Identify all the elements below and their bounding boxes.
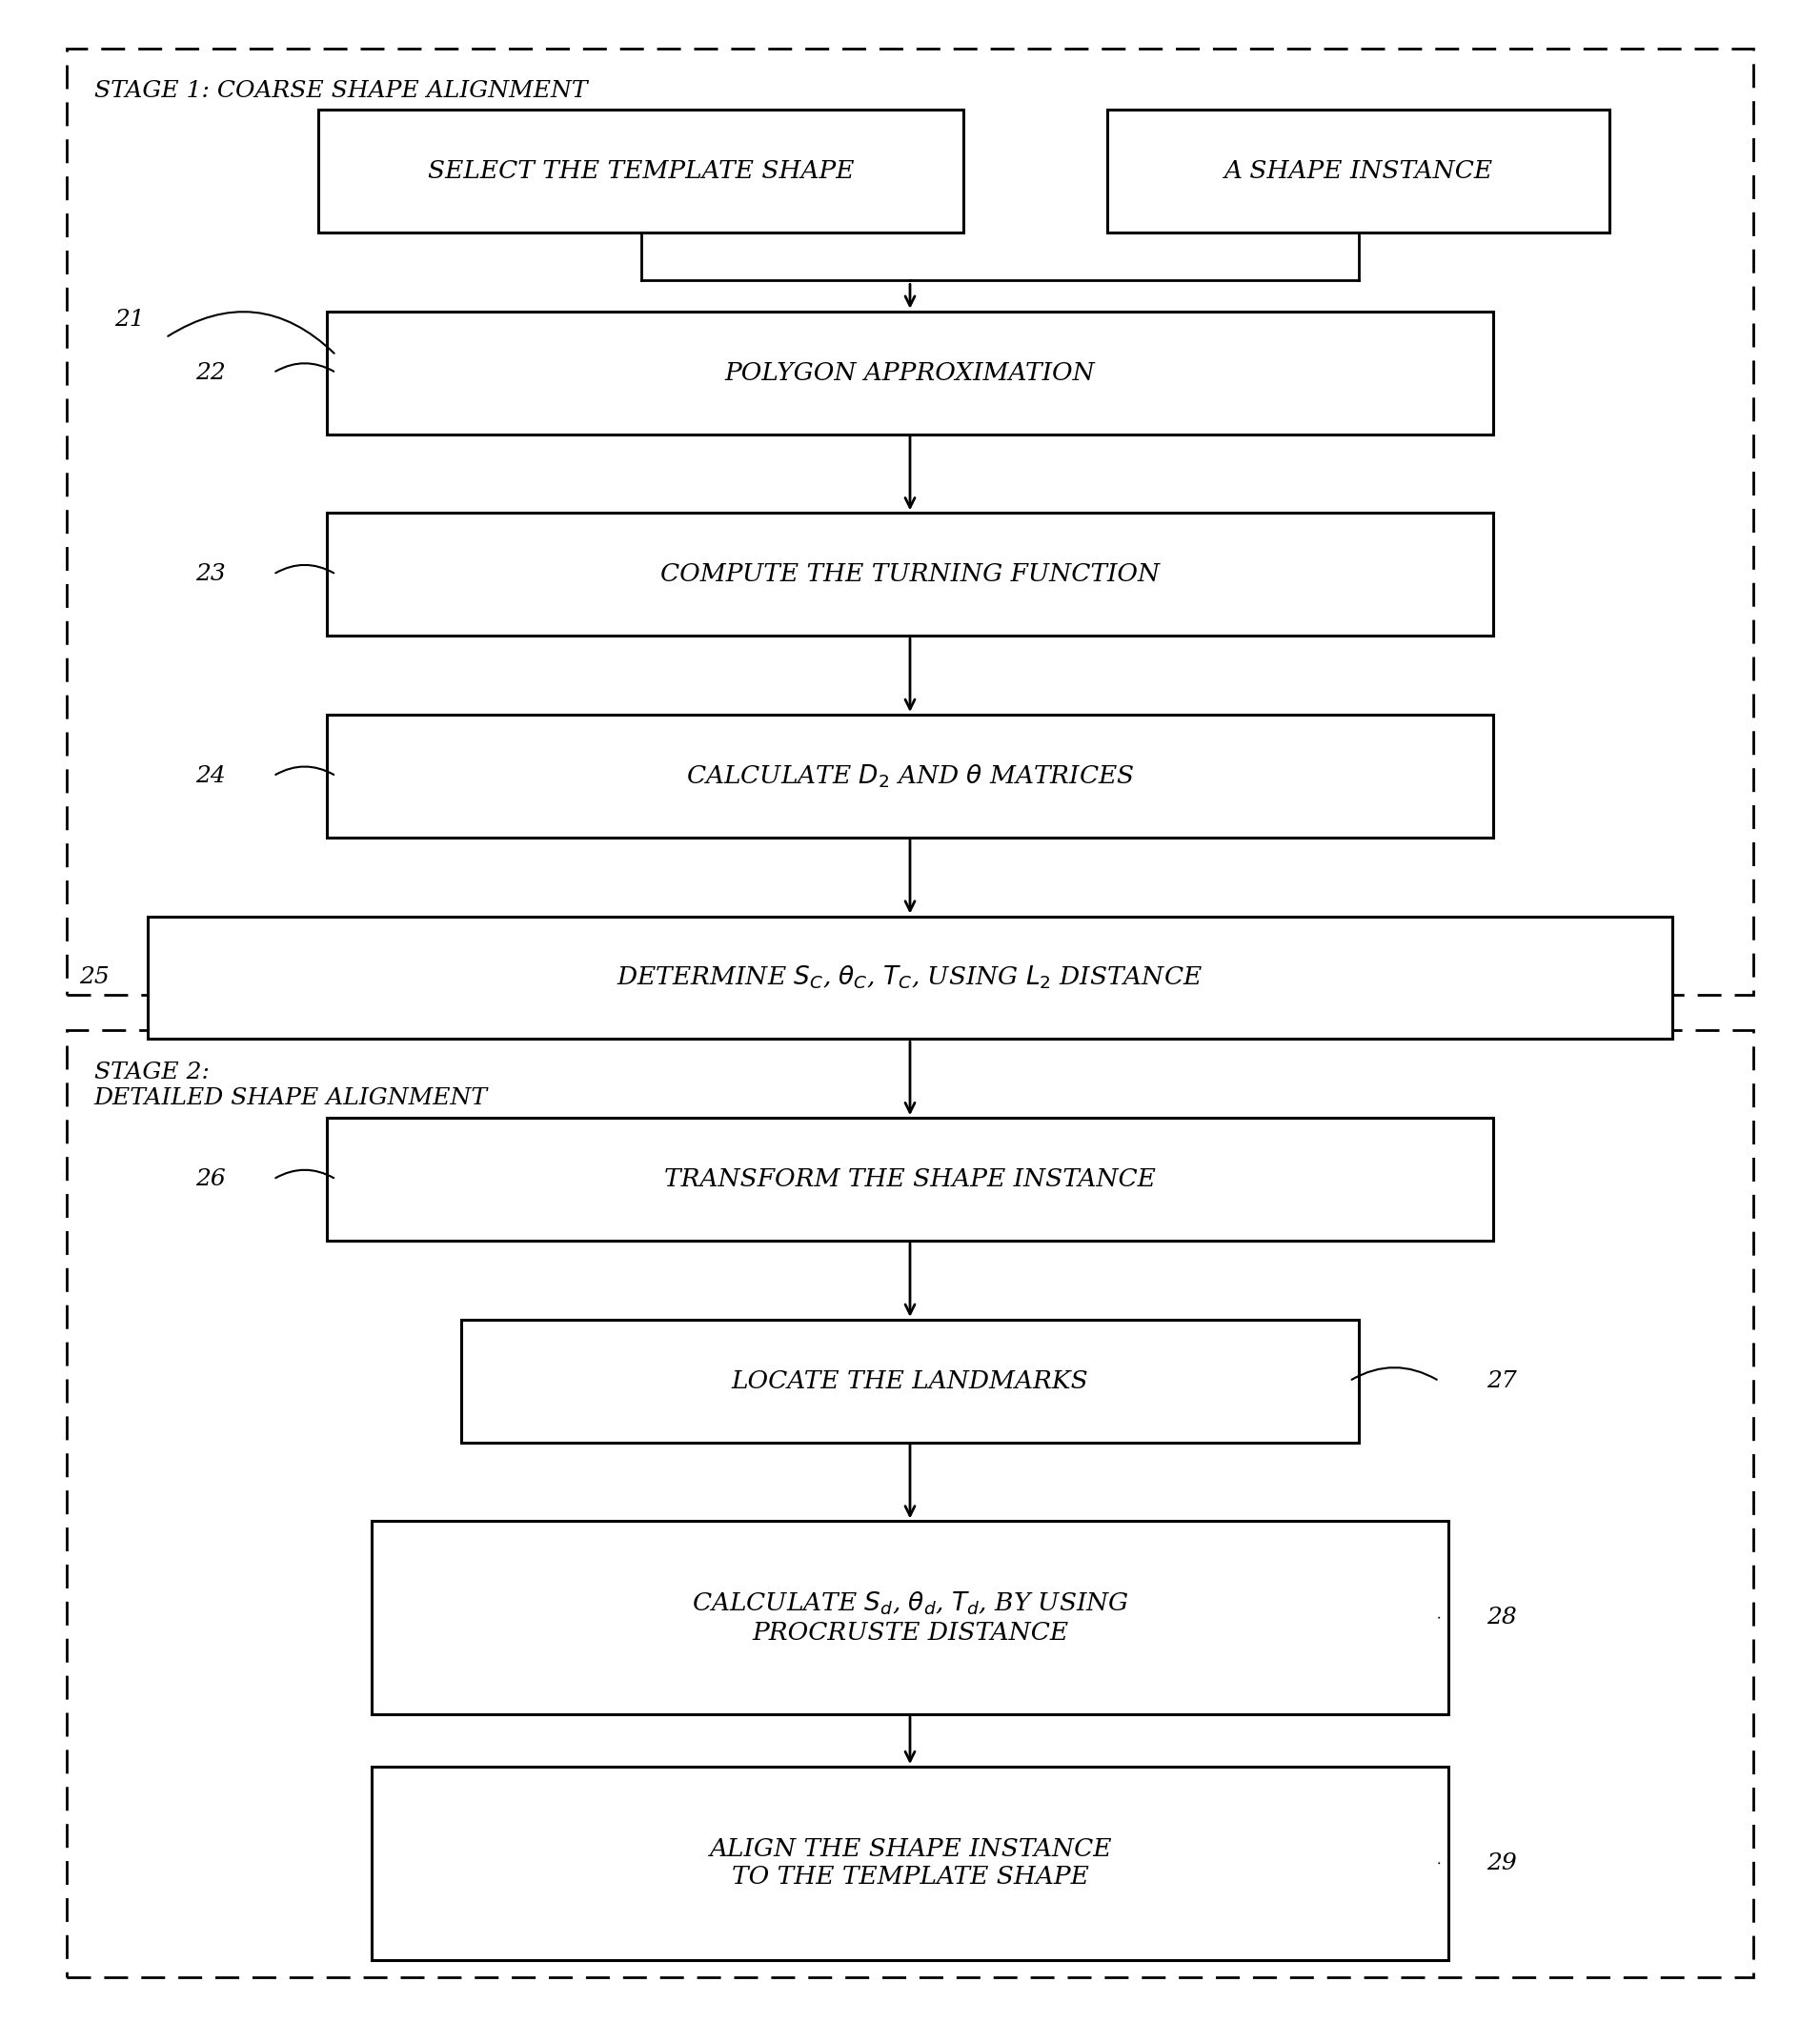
Text: 21: 21	[115, 308, 146, 331]
Text: 26: 26	[195, 1169, 226, 1191]
Text: CALCULATE $S_d$, $\theta_d$, $T_d$, BY USING
PROCRUSTE DISTANCE: CALCULATE $S_d$, $\theta_d$, $T_d$, BY U…	[692, 1589, 1128, 1645]
Text: 29: 29	[1487, 1853, 1518, 1873]
Text: COMPUTE THE TURNING FUNCTION: COMPUTE THE TURNING FUNCTION	[661, 562, 1159, 586]
Text: 28: 28	[1487, 1606, 1518, 1628]
FancyBboxPatch shape	[371, 1522, 1449, 1714]
Text: ALIGN THE SHAPE INSTANCE
TO THE TEMPLATE SHAPE: ALIGN THE SHAPE INSTANCE TO THE TEMPLATE…	[708, 1837, 1112, 1890]
Text: POLYGON APPROXIMATION: POLYGON APPROXIMATION	[724, 362, 1096, 384]
Text: 23: 23	[195, 564, 226, 584]
FancyBboxPatch shape	[318, 110, 965, 233]
FancyBboxPatch shape	[328, 715, 1492, 838]
Text: 25: 25	[78, 966, 109, 989]
Text: STAGE 2:
DETAILED SHAPE ALIGNMENT: STAGE 2: DETAILED SHAPE ALIGNMENT	[95, 1062, 488, 1109]
FancyBboxPatch shape	[328, 1118, 1492, 1240]
FancyBboxPatch shape	[328, 513, 1492, 635]
FancyBboxPatch shape	[371, 1767, 1449, 1959]
FancyBboxPatch shape	[328, 311, 1492, 433]
FancyBboxPatch shape	[462, 1320, 1358, 1442]
Text: A SHAPE INSTANCE: A SHAPE INSTANCE	[1225, 159, 1492, 184]
Text: SELECT THE TEMPLATE SHAPE: SELECT THE TEMPLATE SHAPE	[428, 159, 854, 184]
Text: 27: 27	[1487, 1371, 1518, 1391]
Text: DETERMINE $S_C$, $\theta_C$, $T_C$, USING $L_2$ DISTANCE: DETERMINE $S_C$, $\theta_C$, $T_C$, USIN…	[617, 964, 1203, 991]
Text: CALCULATE $D_2$ AND $\theta$ MATRICES: CALCULATE $D_2$ AND $\theta$ MATRICES	[686, 762, 1134, 789]
Text: STAGE 1: COARSE SHAPE ALIGNMENT: STAGE 1: COARSE SHAPE ALIGNMENT	[95, 80, 588, 102]
FancyBboxPatch shape	[147, 917, 1673, 1040]
Text: LOCATE THE LANDMARKS: LOCATE THE LANDMARKS	[732, 1369, 1088, 1393]
FancyBboxPatch shape	[1107, 110, 1609, 233]
Text: TRANSFORM THE SHAPE INSTANCE: TRANSFORM THE SHAPE INSTANCE	[664, 1167, 1156, 1191]
Text: 22: 22	[195, 362, 226, 384]
Text: 24: 24	[195, 764, 226, 787]
